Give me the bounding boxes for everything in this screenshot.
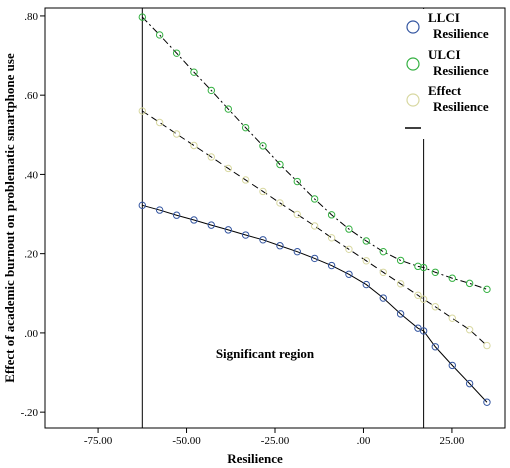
point-ulci	[293, 177, 301, 186]
point-ulci	[259, 142, 267, 150]
x-tick-label: -25.00	[261, 435, 290, 447]
point-llci	[241, 231, 250, 239]
point-ulci	[138, 13, 147, 21]
point-effect	[293, 210, 301, 219]
y-tick-label: -.20	[21, 407, 39, 419]
legend-label: ULCI	[428, 47, 461, 62]
x-axis-title: Resilience	[227, 451, 283, 466]
point-effect	[431, 303, 439, 311]
point-effect	[190, 141, 198, 150]
point-effect	[224, 164, 232, 173]
point-ulci	[379, 247, 387, 256]
point-llci	[310, 254, 319, 263]
point-ulci	[310, 195, 319, 203]
point-llci	[259, 236, 267, 244]
point-llci	[276, 242, 284, 250]
x-tick-label: .00	[357, 435, 371, 447]
point-effect	[362, 257, 370, 265]
point-ulci	[327, 211, 336, 219]
point-effect	[327, 234, 336, 242]
legend-label-sub: Resilience	[433, 99, 489, 114]
point-llci	[431, 343, 439, 351]
y-tick-label: .20	[24, 249, 38, 261]
point-ulci	[431, 268, 439, 276]
point-ulci	[224, 105, 232, 113]
point-llci	[419, 327, 428, 335]
point-effect	[483, 341, 491, 350]
point-ulci	[241, 123, 250, 132]
point-effect	[310, 222, 319, 230]
point-effect	[448, 314, 456, 322]
point-llci	[155, 206, 164, 214]
point-effect	[414, 291, 422, 299]
point-ulci	[419, 263, 428, 272]
point-effect	[241, 176, 250, 184]
x-tick-label: -50.00	[172, 435, 201, 447]
point-llci	[327, 261, 336, 270]
point-llci	[379, 294, 387, 302]
point-llci	[293, 247, 301, 256]
point-ulci	[414, 262, 422, 271]
point-effect	[345, 245, 353, 254]
y-tick-label: .80	[24, 11, 38, 23]
point-llci	[190, 216, 198, 224]
point-ulci	[448, 274, 456, 282]
x-tick-label: -75.00	[84, 435, 113, 447]
point-effect	[379, 268, 387, 276]
point-llci	[448, 361, 456, 370]
point-ulci	[276, 160, 284, 169]
y-tick-label: .00	[24, 328, 38, 340]
point-llci	[345, 270, 353, 278]
legend-box	[402, 9, 504, 139]
point-effect	[396, 280, 405, 288]
point-effect	[172, 130, 181, 138]
point-llci	[483, 398, 491, 406]
legend-marker-0	[406, 20, 420, 34]
point-ulci	[465, 279, 474, 288]
legend-marker-1	[406, 57, 420, 71]
point-ulci	[155, 31, 164, 39]
point-effect	[138, 107, 147, 115]
point-llci	[172, 211, 181, 219]
point-ulci	[483, 285, 491, 294]
point-ulci	[172, 49, 181, 57]
series-line-effect	[142, 110, 488, 346]
point-llci	[362, 280, 370, 289]
point-llci	[396, 310, 405, 318]
point-llci	[207, 221, 216, 229]
series-line-llci	[142, 204, 488, 403]
y-tick-label: .60	[24, 90, 38, 102]
legend-label-sub: Resilience	[433, 63, 489, 78]
point-effect	[259, 187, 267, 196]
point-ulci	[345, 225, 353, 233]
x-tick-label: 25.00	[440, 435, 465, 447]
point-effect	[419, 295, 428, 303]
point-effect	[155, 118, 164, 127]
y-axis-title: Effect of academic burnout on problemati…	[2, 53, 17, 383]
point-llci	[414, 324, 422, 332]
point-ulci	[362, 237, 370, 245]
legend-label-sub: Resilience	[433, 26, 489, 41]
legend-label: LLCI	[428, 10, 460, 25]
point-ulci	[190, 68, 198, 76]
point-llci	[224, 226, 232, 234]
legend-marker-2	[406, 93, 420, 107]
point-effect	[465, 326, 474, 334]
point-effect	[207, 153, 216, 161]
point-ulci	[207, 86, 216, 95]
y-tick-label: .40	[24, 169, 38, 181]
point-llci	[465, 379, 474, 388]
legend-label: Effect	[428, 83, 462, 98]
point-effect	[276, 199, 284, 207]
point-llci	[138, 201, 147, 210]
significant-region-label: Significant region	[216, 346, 315, 361]
point-ulci	[396, 256, 405, 265]
